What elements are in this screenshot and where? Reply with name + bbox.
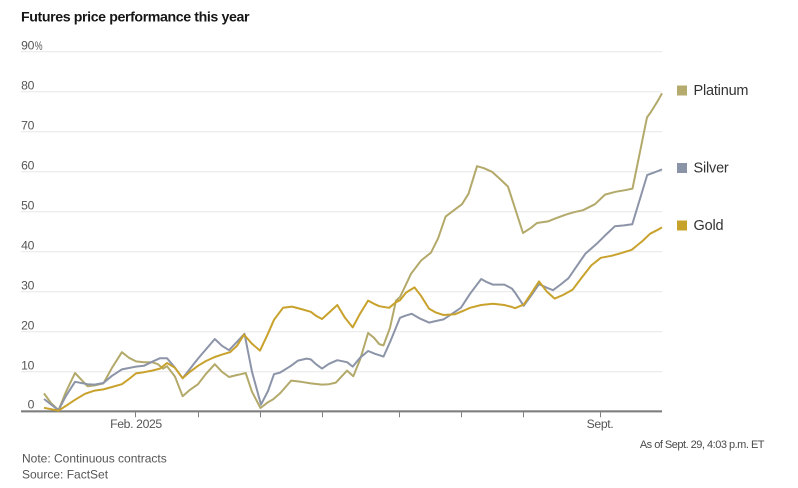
svg-text:90: 90 [21,39,34,53]
svg-text:30: 30 [21,279,34,293]
svg-text:Note: Continuous contracts: Note: Continuous contracts [22,452,167,466]
svg-text:Gold: Gold [694,218,724,234]
svg-text:0: 0 [28,398,35,412]
svg-text:Sept.: Sept. [587,417,614,431]
svg-text:80: 80 [21,79,34,93]
svg-text:60: 60 [21,159,34,173]
svg-text:Platinum: Platinum [694,83,749,99]
svg-text:Feb. 2025: Feb. 2025 [110,417,162,431]
svg-text:10: 10 [21,359,34,373]
svg-text:20: 20 [21,319,34,333]
svg-text:50: 50 [21,199,34,213]
svg-text:Futures price performance this: Futures price performance this year [21,10,250,26]
svg-text:Silver: Silver [694,161,729,177]
svg-text:70: 70 [21,119,34,133]
svg-text:Source: FactSet: Source: FactSet [22,468,109,482]
svg-text:As of Sept. 29, 4:03 p.m. ET: As of Sept. 29, 4:03 p.m. ET [640,439,765,451]
svg-text:%: % [35,39,43,53]
svg-text:40: 40 [21,239,34,253]
